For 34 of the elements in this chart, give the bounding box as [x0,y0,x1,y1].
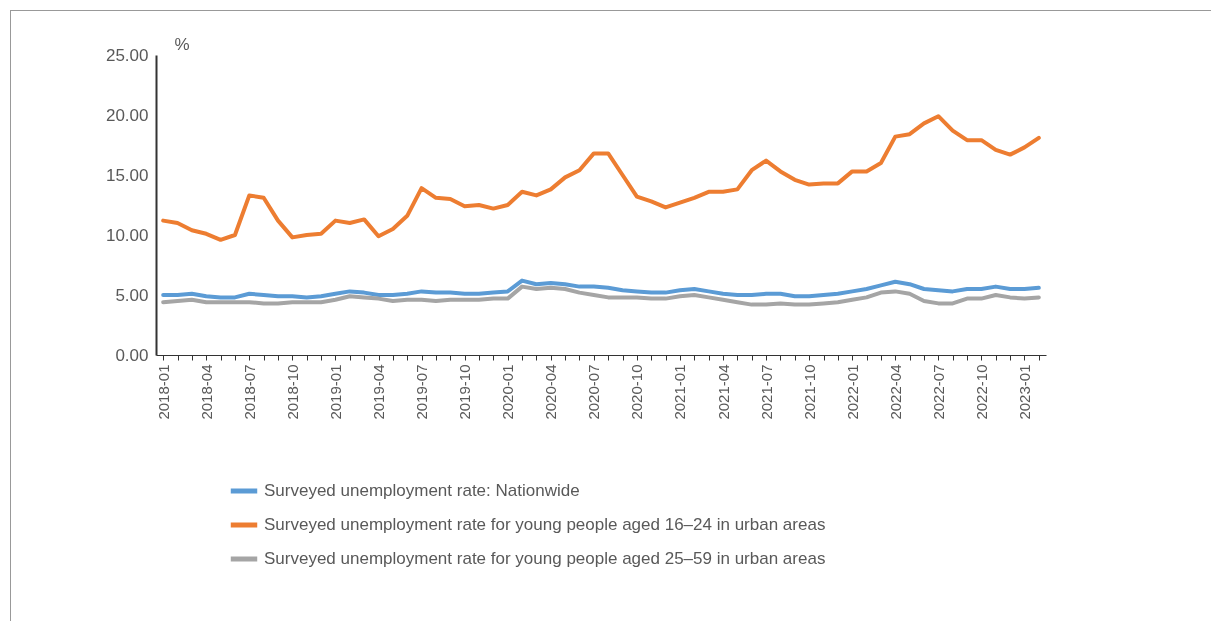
x-tick-label: 2022-07 [929,364,947,420]
x-tick-label: 2021-10 [800,364,818,420]
y-tick-label: 5.00 [115,285,149,305]
x-tick-label: 2018-01 [154,364,172,420]
y-tick-label: 25.00 [105,45,149,65]
y-tick-label: 0.00 [115,345,149,365]
x-tick-label: 2019-07 [413,364,431,420]
x-tick-label: 2018-04 [197,364,215,420]
line-series [161,284,1041,307]
x-tick-label: 2019-04 [370,364,387,420]
legend-label: Surveyed unemployment rate: Nationwide [264,481,580,500]
x-tick-label: 2020-04 [542,364,560,420]
x-tick-label: 2020-07 [585,364,603,420]
x-tick-label: 2022-04 [886,364,904,420]
x-tick-label: 2022-10 [972,364,990,420]
x-tick-label: 2019-10 [456,364,474,420]
y-tick-label: 20.00 [105,105,149,125]
x-tick-label: 2021-01 [671,364,689,420]
x-tick-label: 2020-10 [628,364,646,420]
x-tick-label: 2022-01 [843,364,861,420]
x-tick-label: 2019-01 [326,364,344,420]
legend-label: Surveyed unemployment rate for young people aged 25–59 in urban areas [264,549,826,568]
x-tick-label: 2021-04 [714,364,732,420]
x-tick-label: 2018-10 [283,364,301,420]
y-tick-label: 10.00 [105,225,149,245]
legend-label: Surveyed unemployment rate for young people aged 16–24 in urban areas [264,515,826,534]
x-tick-label: 2018-07 [240,364,258,420]
y-axis-title: % [174,34,190,54]
line-series [161,114,1041,242]
x-tick-label: 2021-07 [757,364,775,420]
line-series [161,278,1041,300]
y-tick-label: 15.00 [105,165,149,185]
x-tick-label: 2020-01 [499,364,517,420]
x-tick-label: 2023-01 [1015,364,1033,420]
